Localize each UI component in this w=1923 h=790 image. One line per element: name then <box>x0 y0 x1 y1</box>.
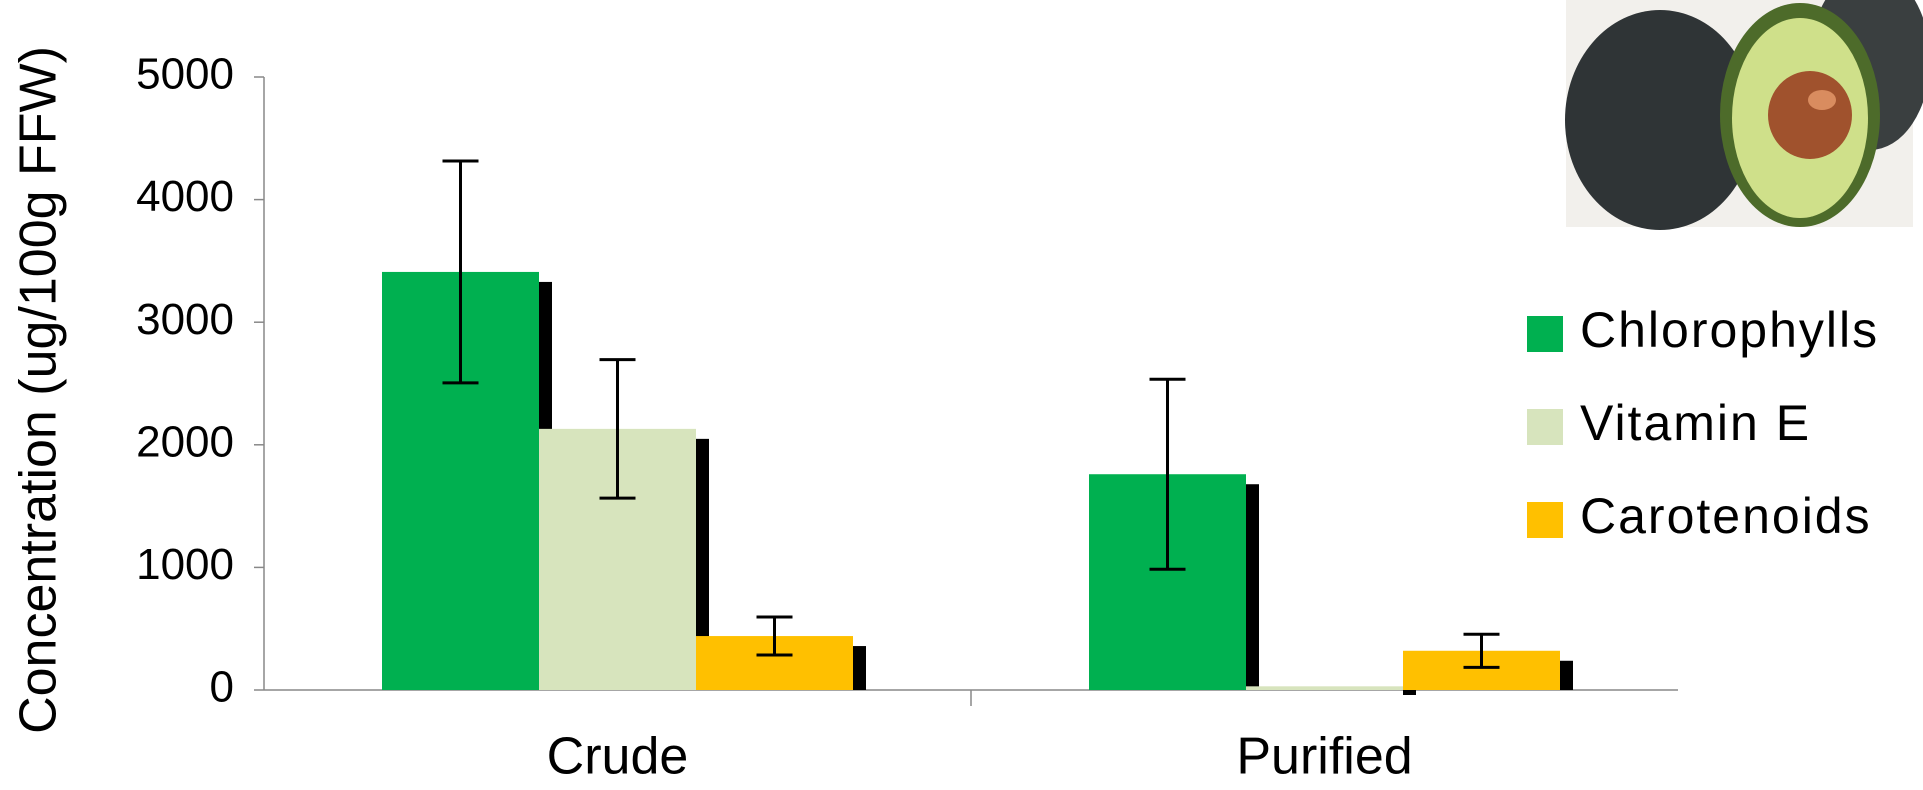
legend-label: Vitamin E <box>1580 395 1811 451</box>
y-tick-label: 3000 <box>136 295 234 344</box>
bar-shadow <box>853 646 866 690</box>
x-tick-label: Purified <box>1236 728 1412 786</box>
y-tick-label: 1000 <box>136 540 234 589</box>
y-tick-label: 4000 <box>136 172 234 221</box>
y-tick-label: 5000 <box>136 50 234 99</box>
bar-shadow <box>1246 484 1259 690</box>
legend-label: Chlorophylls <box>1580 302 1879 358</box>
legend-swatch <box>1527 502 1563 538</box>
legend-swatch <box>1527 316 1563 352</box>
page: {"chart_data": {"type": "bar", "y_label"… <box>0 0 1923 790</box>
bar-shadow <box>1403 690 1416 695</box>
bar-shadow <box>1560 661 1573 690</box>
y-axis-label: Concentration (ug/100g FFW) <box>10 46 68 734</box>
legend-swatch <box>1527 409 1563 445</box>
avocado-photo <box>1565 0 1923 230</box>
chart: Concentration (ug/100g FFW) 0 1000 2000 300… <box>0 0 1923 790</box>
x-tick-label: Crude <box>547 728 689 786</box>
bar <box>1246 686 1403 690</box>
y-tick-label: 0 <box>210 663 234 712</box>
legend-label: Carotenoids <box>1580 488 1872 544</box>
y-tick-label: 2000 <box>136 417 234 466</box>
